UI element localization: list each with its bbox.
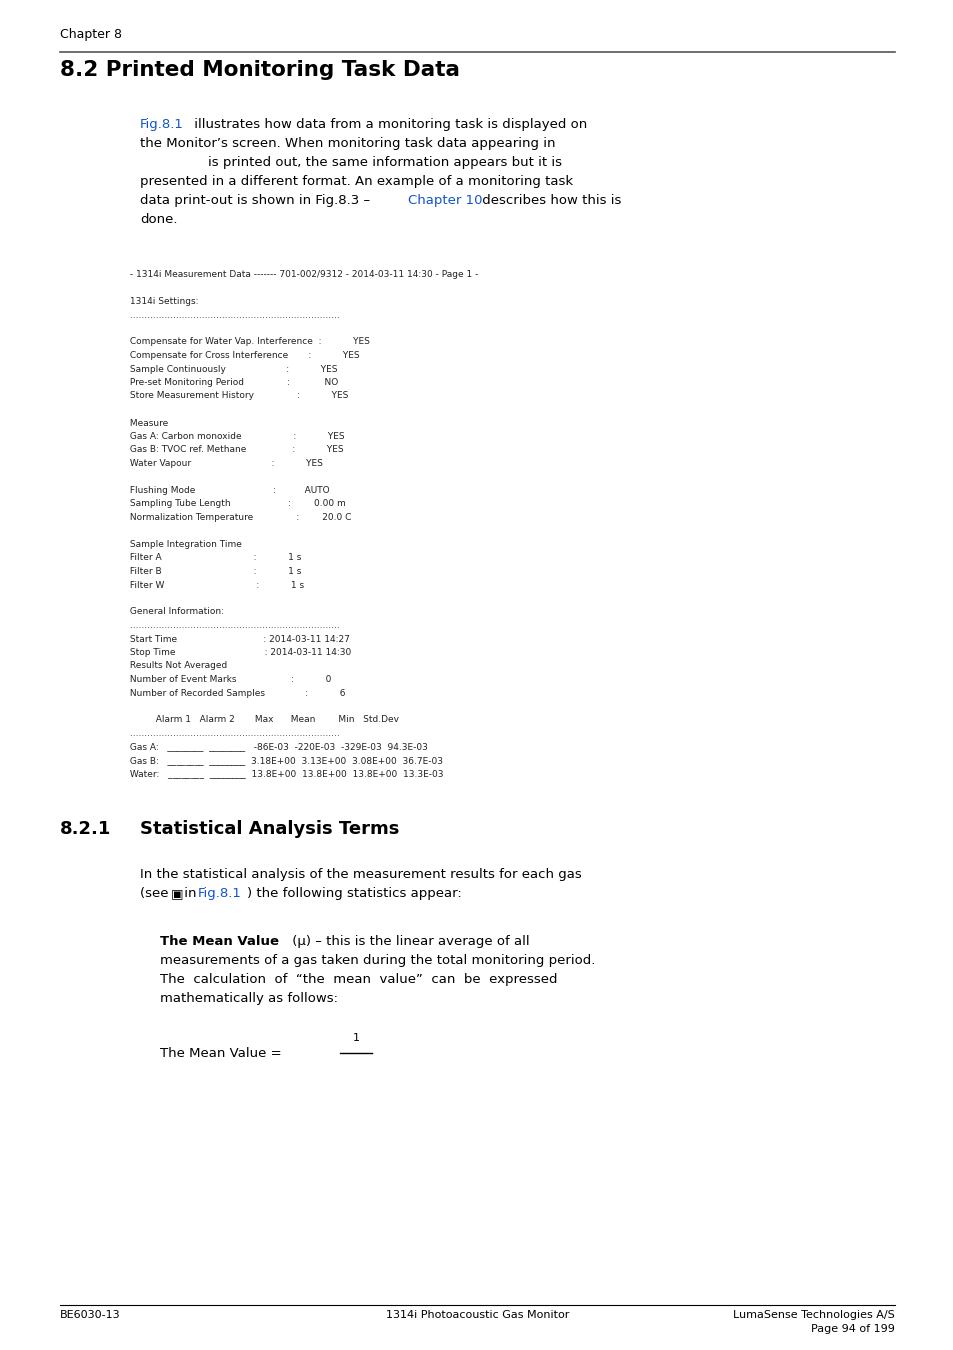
Text: Flushing Mode                           :          AUTO: Flushing Mode : AUTO xyxy=(127,486,330,495)
Text: BE6030-13: BE6030-13 xyxy=(60,1310,120,1320)
Text: Gas A: Carbon monoxide                  :           YES: Gas A: Carbon monoxide : YES xyxy=(127,432,344,441)
Text: Normalization Temperature               :        20.0 C: Normalization Temperature : 20.0 C xyxy=(127,513,351,522)
Text: 1314i Settings:: 1314i Settings: xyxy=(127,297,198,306)
Text: The Mean Value: The Mean Value xyxy=(160,936,278,948)
Text: the Monitor’s screen. When monitoring task data appearing in: the Monitor’s screen. When monitoring ta… xyxy=(140,136,555,150)
Text: mathematically as follows:: mathematically as follows: xyxy=(160,992,337,1004)
Text: The  calculation  of  “the  mean  value”  can  be  expressed: The calculation of “the mean value” can … xyxy=(160,973,557,985)
Text: ) the following statistics appear:: ) the following statistics appear: xyxy=(247,887,461,900)
Text: LumaSense Technologies A/S: LumaSense Technologies A/S xyxy=(733,1310,894,1320)
Text: Sampling Tube Length                    :        0.00 m: Sampling Tube Length : 0.00 m xyxy=(127,500,345,509)
Text: Alarm 1   Alarm 2       Max      Mean        Min   Std.Dev: Alarm 1 Alarm 2 Max Mean Min Std.Dev xyxy=(127,716,398,725)
Text: Water Vapour                            :           YES: Water Vapour : YES xyxy=(127,459,322,468)
Text: .........................................................................: ........................................… xyxy=(127,729,339,738)
Text: is printed out, the same information appears but it is: is printed out, the same information app… xyxy=(208,157,561,169)
Text: Fig.8.1: Fig.8.1 xyxy=(198,887,242,900)
Text: Page 94 of 199: Page 94 of 199 xyxy=(810,1324,894,1334)
Text: Fig.8.1: Fig.8.1 xyxy=(140,117,184,131)
Text: .........................................................................: ........................................… xyxy=(127,310,339,320)
Text: in: in xyxy=(180,887,200,900)
Text: - 1314i Measurement Data ------- 701-002/9312 - 2014-03-11 14:30 - Page 1 -: - 1314i Measurement Data ------- 701-002… xyxy=(127,270,477,279)
Text: Sample Integration Time: Sample Integration Time xyxy=(127,540,242,549)
Text: Stop Time                               : 2014-03-11 14:30: Stop Time : 2014-03-11 14:30 xyxy=(127,648,351,657)
Text: Measure: Measure xyxy=(127,418,168,428)
Text: Filter W                                :           1 s: Filter W : 1 s xyxy=(127,580,304,590)
Text: Statistical Analysis Terms: Statistical Analysis Terms xyxy=(140,819,399,838)
Text: Sample Continuously                     :           YES: Sample Continuously : YES xyxy=(127,364,337,374)
Text: Filter A                                :           1 s: Filter A : 1 s xyxy=(127,554,301,563)
Text: 1314i Photoacoustic Gas Monitor: 1314i Photoacoustic Gas Monitor xyxy=(385,1310,569,1320)
Text: Chapter 8: Chapter 8 xyxy=(60,28,122,40)
Text: The Mean Value =: The Mean Value = xyxy=(160,1048,281,1060)
Text: Start Time                              : 2014-03-11 14:27: Start Time : 2014-03-11 14:27 xyxy=(127,634,350,644)
Text: Store Measurement History               :           YES: Store Measurement History : YES xyxy=(127,392,348,401)
Text: Filter B                                :           1 s: Filter B : 1 s xyxy=(127,567,301,576)
Text: (see: (see xyxy=(140,887,172,900)
Text: Compensate for Water Vap. Interference  :           YES: Compensate for Water Vap. Interference :… xyxy=(127,338,370,347)
Text: (μ) – this is the linear average of all: (μ) – this is the linear average of all xyxy=(288,936,529,948)
Text: Number of Event Marks                   :           0: Number of Event Marks : 0 xyxy=(127,675,331,684)
Text: Chapter 10: Chapter 10 xyxy=(408,194,482,207)
Text: describes how this is: describes how this is xyxy=(477,194,620,207)
Text: 8.2 Printed Monitoring Task Data: 8.2 Printed Monitoring Task Data xyxy=(60,59,459,80)
Text: Pre-set Monitoring Period               :            NO: Pre-set Monitoring Period : NO xyxy=(127,378,338,387)
Text: presented in a different format. An example of a monitoring task: presented in a different format. An exam… xyxy=(140,176,573,188)
Text: In the statistical analysis of the measurement results for each gas: In the statistical analysis of the measu… xyxy=(140,868,581,882)
Text: 8.2.1: 8.2.1 xyxy=(60,819,112,838)
Text: illustrates how data from a monitoring task is displayed on: illustrates how data from a monitoring t… xyxy=(190,117,587,131)
Text: data print-out is shown in Fig.8.3 –: data print-out is shown in Fig.8.3 – xyxy=(140,194,374,207)
Text: done.: done. xyxy=(140,213,177,225)
Text: Gas B: TVOC ref. Methane                :           YES: Gas B: TVOC ref. Methane : YES xyxy=(127,446,343,455)
Text: 1: 1 xyxy=(352,1033,359,1044)
Text: .........................................................................: ........................................… xyxy=(127,621,339,630)
Text: ▣: ▣ xyxy=(171,887,183,900)
Text: measurements of a gas taken during the total monitoring period.: measurements of a gas taken during the t… xyxy=(160,954,595,967)
Text: Gas B:   ________  ________  3.18E+00  3.13E+00  3.08E+00  36.7E-03: Gas B: ________ ________ 3.18E+00 3.13E+… xyxy=(127,756,442,765)
Text: Compensate for Cross Interference       :           YES: Compensate for Cross Interference : YES xyxy=(127,351,359,360)
Text: Water:   ________  ________  13.8E+00  13.8E+00  13.8E+00  13.3E-03: Water: ________ ________ 13.8E+00 13.8E+… xyxy=(127,769,443,779)
Text: General Information:: General Information: xyxy=(127,608,224,617)
Text: Results Not Averaged: Results Not Averaged xyxy=(127,662,227,671)
Text: Number of Recorded Samples              :           6: Number of Recorded Samples : 6 xyxy=(127,688,345,698)
Text: Gas A:   ________  ________   -86E-03  -220E-03  -329E-03  94.3E-03: Gas A: ________ ________ -86E-03 -220E-0… xyxy=(127,743,428,752)
